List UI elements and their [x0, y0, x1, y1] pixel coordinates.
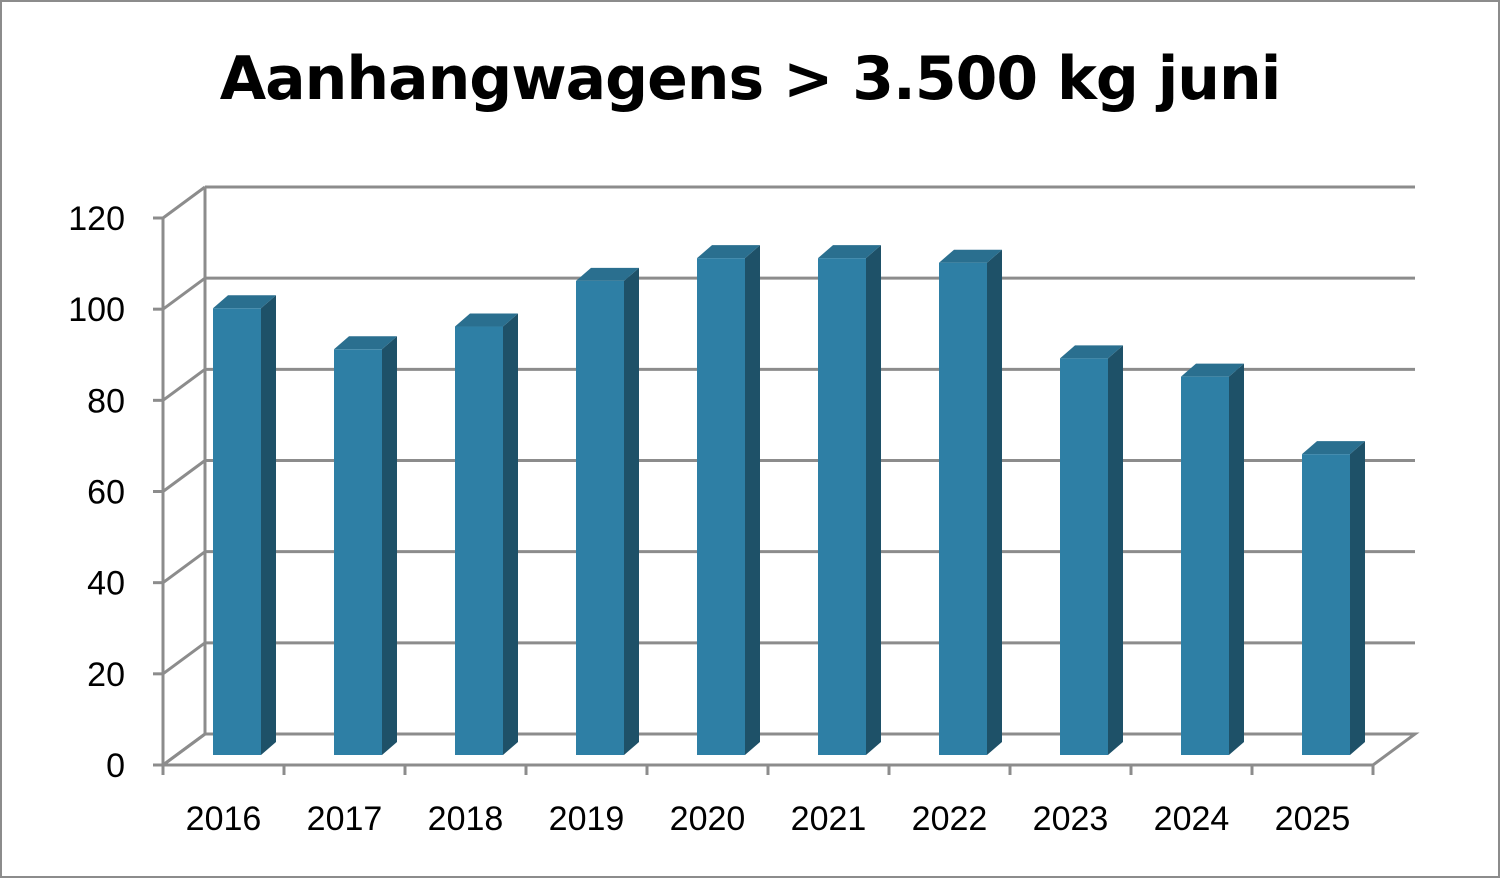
bars — [213, 245, 1365, 755]
x-tick-label: 2016 — [186, 800, 262, 838]
bar-side — [382, 336, 397, 755]
gridline — [162, 732, 206, 767]
bar — [1060, 345, 1123, 755]
bar-front — [334, 349, 382, 755]
bar-front — [455, 326, 503, 755]
bar-side — [1229, 363, 1244, 755]
gridline-wall — [162, 459, 206, 493]
bar — [818, 245, 881, 755]
x-tick-label: 2023 — [1033, 800, 1109, 838]
y-tick-label: 100 — [68, 291, 125, 329]
bar — [1302, 441, 1365, 755]
chart-title: Aanhangwagens > 3.500 kg juni — [219, 44, 1282, 114]
bar-top — [697, 245, 760, 259]
bar-side — [624, 267, 639, 755]
bar-top — [334, 336, 397, 350]
bar-top — [939, 249, 1002, 263]
bar-top — [213, 295, 276, 309]
bar-side — [261, 295, 276, 755]
y-tick-label: 80 — [87, 382, 125, 420]
bar-side — [503, 313, 518, 755]
y-tick-label: 0 — [106, 747, 125, 785]
bar-top — [576, 267, 639, 281]
gridline-wall — [162, 732, 206, 767]
bar-top — [1181, 363, 1244, 377]
bar-front — [1181, 376, 1229, 755]
bar-top — [1060, 345, 1123, 359]
bar-front — [818, 258, 866, 755]
bar-side — [745, 245, 760, 755]
gridline — [162, 276, 1415, 311]
bar — [334, 336, 397, 755]
bar — [939, 249, 1002, 755]
bar-side — [866, 245, 881, 755]
gridline-wall — [162, 276, 206, 311]
y-axis: 0 20 40 60 80 100 120 — [68, 200, 165, 785]
x-tick-label: 2020 — [670, 800, 746, 838]
bar — [1181, 363, 1244, 755]
y-tick-label: 60 — [87, 474, 125, 512]
bar-front — [213, 308, 261, 755]
x-tick-label: 2025 — [1275, 800, 1351, 838]
y-tick-label: 120 — [68, 200, 125, 238]
bar-front — [576, 280, 624, 755]
x-tick-label: 2018 — [428, 800, 504, 838]
x-axis: 2016 2017 2018 2019 2020 2021 2022 2023 2024 2025 — [161, 765, 1375, 838]
bar-top — [1302, 441, 1365, 455]
gridline-wall — [162, 550, 206, 584]
bar-side — [1108, 345, 1123, 755]
y-tick-label: 20 — [87, 656, 125, 694]
bar — [455, 313, 518, 755]
bar-top — [818, 245, 881, 259]
bar — [697, 245, 760, 755]
bar — [576, 267, 639, 755]
bar-side — [1350, 441, 1365, 755]
x-tick-label: 2019 — [549, 800, 625, 838]
x-tick-label: 2021 — [791, 800, 867, 838]
x-tick-label: 2017 — [307, 800, 383, 838]
bar-side — [987, 249, 1002, 755]
bar-front — [1060, 358, 1108, 755]
gridline-wall — [162, 185, 206, 220]
bar-top — [455, 313, 518, 327]
x-tick-label: 2022 — [912, 800, 988, 838]
bar-front — [697, 258, 745, 755]
x-tick-label: 2024 — [1154, 800, 1230, 838]
gridline — [162, 185, 1415, 220]
bar-front — [939, 262, 987, 755]
gridline-wall — [162, 368, 206, 402]
bar-front — [1302, 454, 1350, 755]
gridline-wall — [162, 641, 206, 676]
bar — [213, 295, 276, 755]
y-tick-label: 40 — [87, 565, 125, 603]
